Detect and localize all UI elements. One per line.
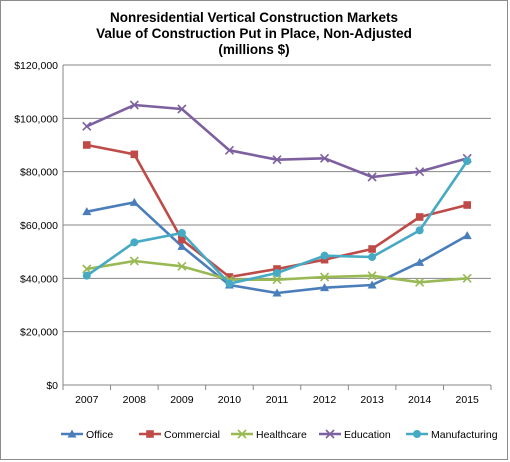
chart-title-line-2: Value of Construction Put in Place, Non-…: [96, 26, 412, 41]
data-point-office: [367, 280, 377, 289]
legend-label-education: Education: [344, 429, 391, 441]
data-point-education: [367, 172, 377, 182]
data-point-office: [415, 257, 425, 266]
y-tick-label: $100,000: [14, 113, 58, 125]
chart-title-line-3: (millions $): [218, 42, 290, 57]
legend-label-office: Office: [86, 429, 113, 441]
chart-title: Nonresidential Vertical Construction Mar…: [1, 10, 507, 58]
data-point-healthcare: [415, 277, 425, 287]
legend-marker-healthcare: [237, 429, 247, 439]
data-point-office: [82, 207, 92, 216]
x-tick-label: 2012: [313, 394, 337, 406]
data-point-manufacturing: [82, 271, 91, 280]
y-tick-label: $80,000: [20, 167, 58, 179]
data-point-commercial: [463, 201, 472, 209]
legend-label-manufacturing: Manufacturing: [431, 429, 498, 441]
data-point-education: [177, 104, 187, 114]
legend-marker-manufacturing: [413, 430, 421, 438]
data-point-office: [129, 197, 139, 206]
data-point-commercial: [415, 213, 424, 221]
x-tick-label: 2013: [360, 394, 384, 406]
data-point-education: [319, 153, 330, 163]
data-point-commercial: [225, 273, 234, 281]
data-point-healthcare: [177, 261, 187, 271]
data-point-manufacturing: [177, 229, 186, 237]
data-point-healthcare: [367, 271, 377, 281]
data-point-healthcare: [462, 273, 472, 283]
data-point-healthcare: [82, 264, 92, 274]
data-point-manufacturing: [273, 269, 281, 277]
x-tick-label: 2015: [456, 394, 480, 406]
x-tick-label: 2011: [266, 394, 289, 406]
legend-marker-commercial: [146, 430, 154, 438]
data-point-education: [129, 100, 139, 110]
chart-title-line-1: Nonresidential Vertical Construction Mar…: [109, 10, 399, 25]
data-point-education: [272, 155, 282, 165]
data-point-healthcare: [319, 272, 330, 282]
data-point-manufacturing: [368, 253, 377, 261]
data-point-office: [462, 231, 472, 240]
legend-label-commercial: Commercial: [164, 429, 220, 441]
data-point-healthcare: [272, 275, 282, 285]
data-point-commercial: [320, 255, 329, 264]
data-point-healthcare: [129, 256, 139, 266]
x-tick-label: 2010: [218, 394, 242, 406]
legend-marker-office: [67, 429, 77, 438]
x-tick-label: 2014: [408, 394, 432, 406]
data-point-education: [415, 167, 425, 177]
data-point-manufacturing: [225, 279, 234, 288]
data-point-manufacturing: [463, 157, 472, 165]
y-tick-label: $0: [46, 380, 58, 392]
data-point-office: [320, 283, 330, 292]
data-point-office: [272, 288, 282, 297]
data-point-manufacturing: [130, 238, 139, 247]
data-point-education: [82, 121, 92, 131]
data-point-office: [177, 241, 187, 250]
x-tick-label: 2008: [123, 394, 147, 406]
y-tick-label: $120,000: [14, 60, 58, 72]
x-tick-label: 2007: [75, 394, 99, 406]
data-point-manufacturing: [415, 226, 424, 235]
y-tick-label: $20,000: [20, 327, 58, 339]
data-point-commercial: [130, 150, 139, 159]
legend-label-healthcare: Healthcare: [256, 429, 307, 441]
y-tick-label: $40,000: [20, 273, 58, 285]
data-point-manufacturing: [320, 251, 329, 260]
y-tick-label: $60,000: [20, 220, 58, 232]
data-point-education: [224, 145, 235, 155]
data-point-commercial: [368, 245, 376, 253]
data-point-commercial: [178, 235, 186, 244]
series-line-education: [86, 103, 468, 179]
legend-marker-education: [325, 429, 335, 439]
x-tick-label: 2009: [170, 394, 194, 406]
data-point-commercial: [82, 141, 91, 149]
